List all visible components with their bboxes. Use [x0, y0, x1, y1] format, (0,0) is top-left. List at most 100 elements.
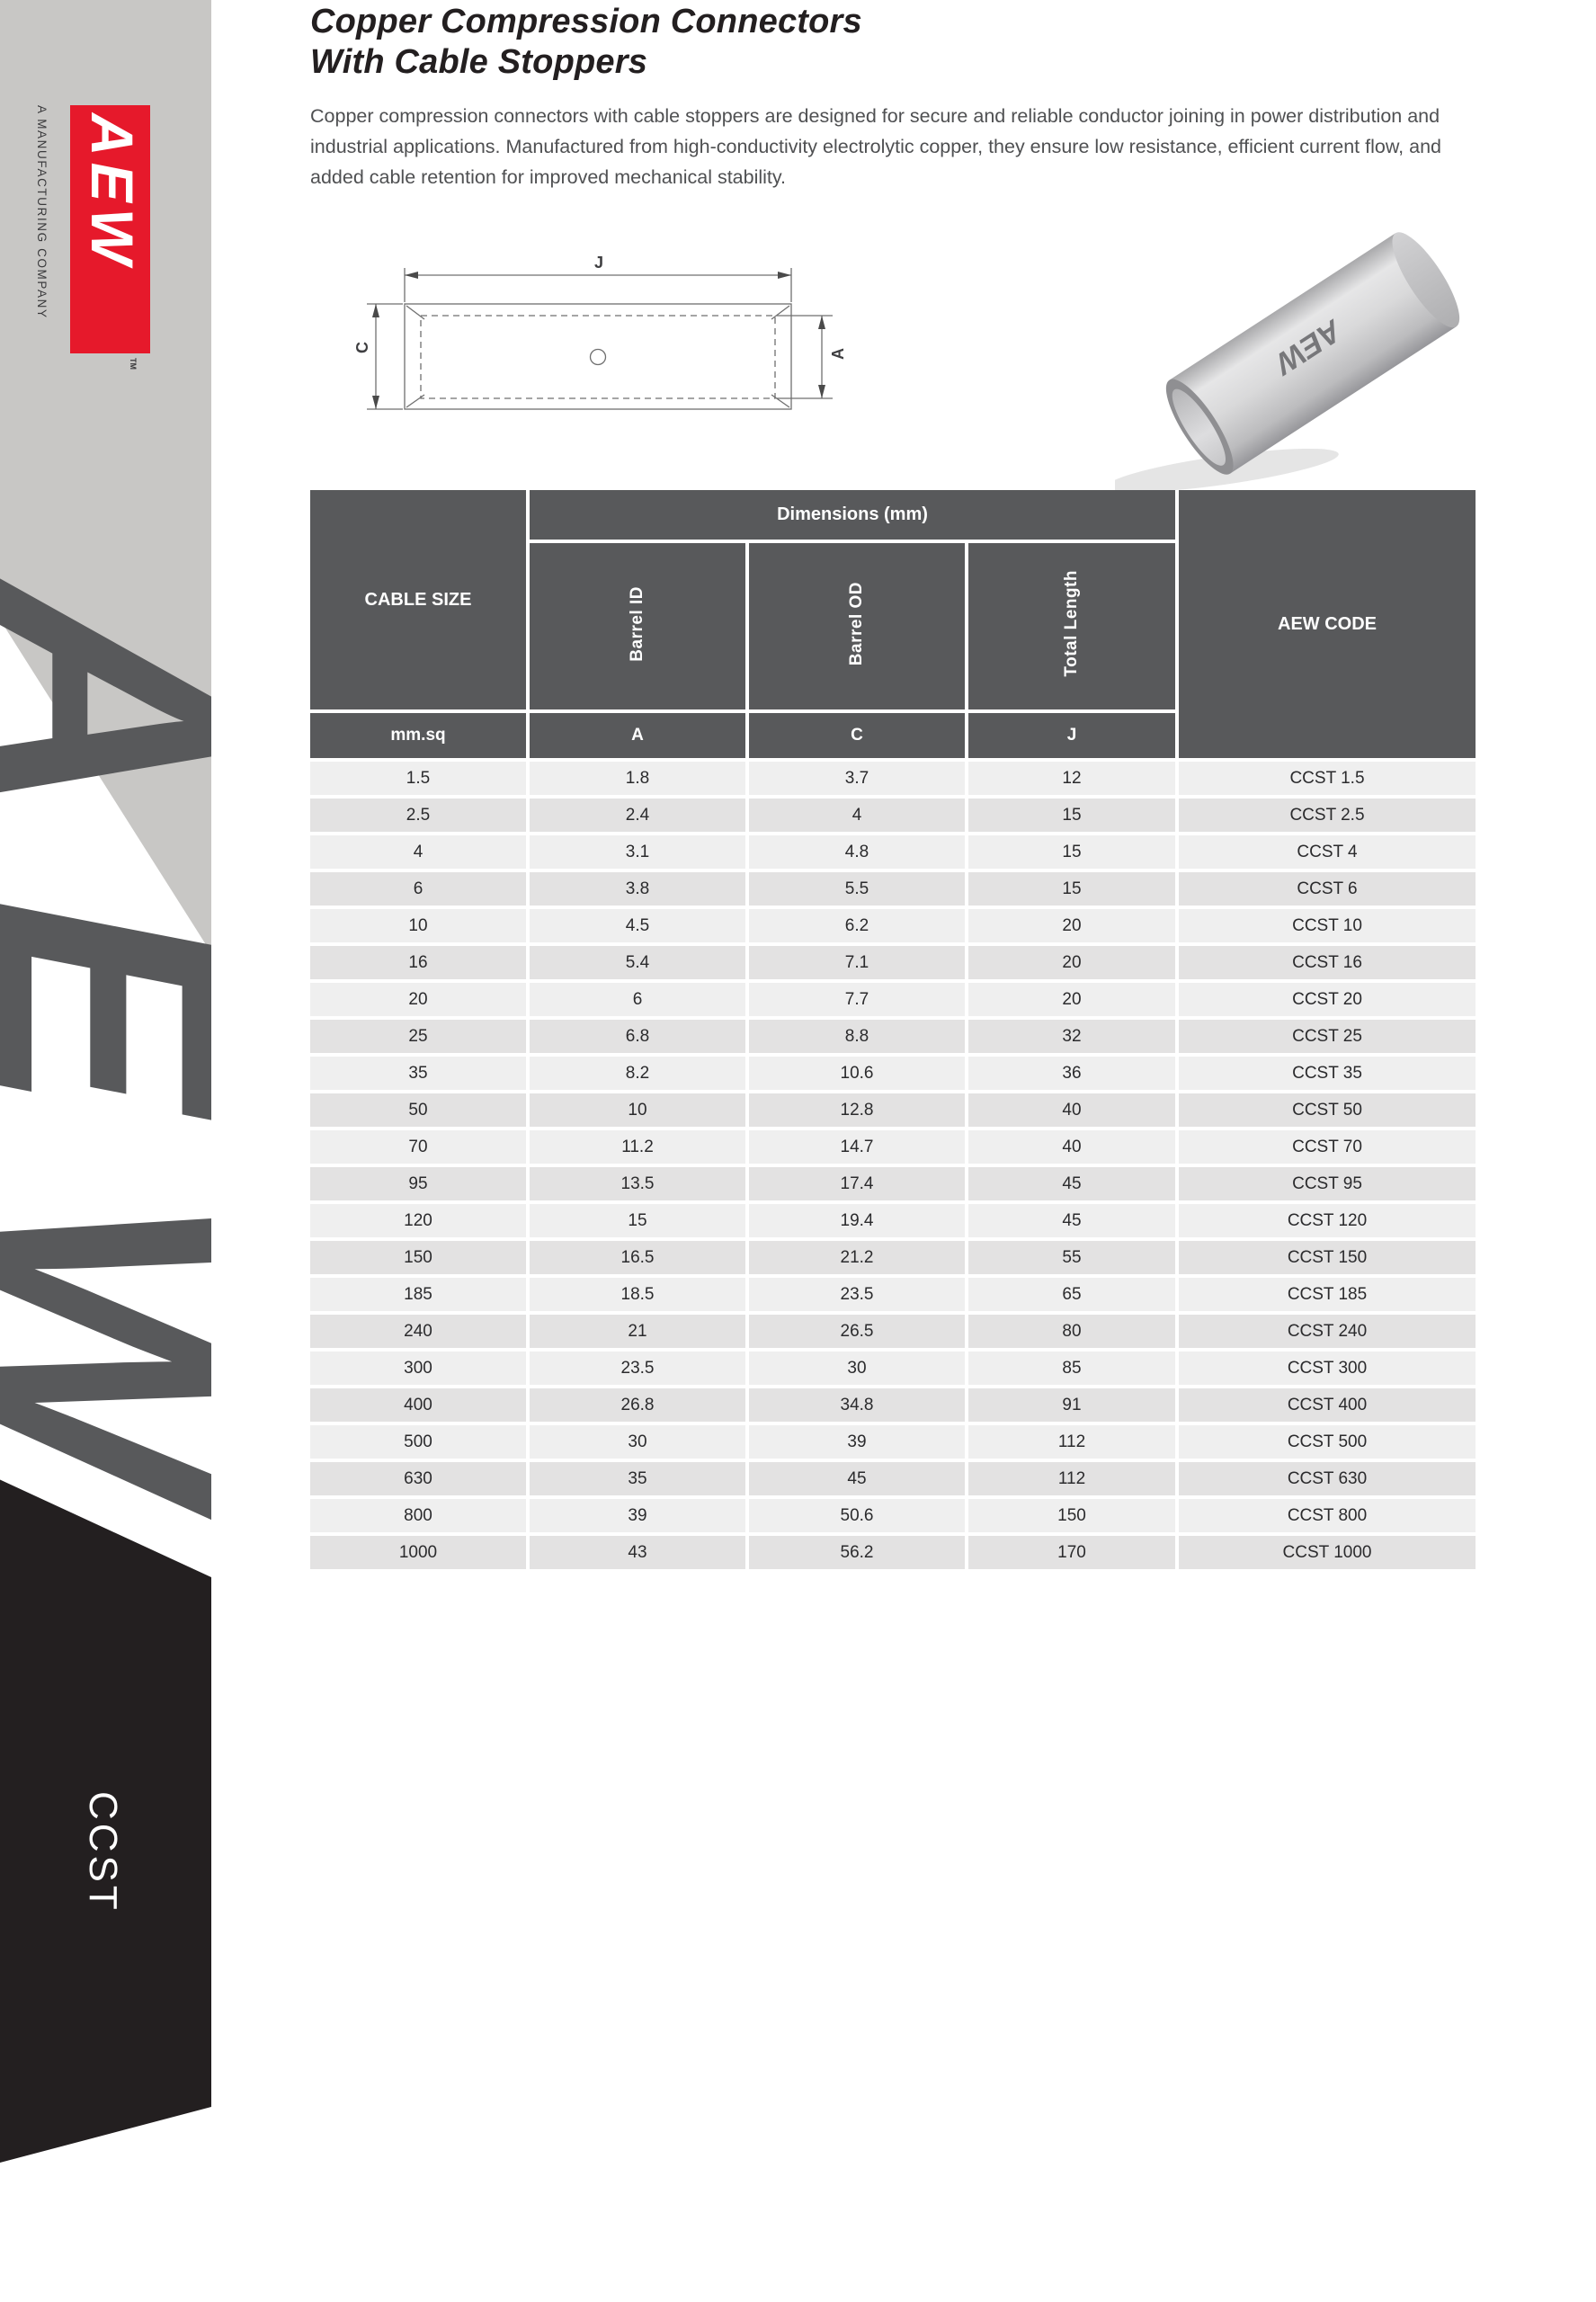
cell-total-length: 40 — [968, 1093, 1175, 1127]
cell-total-length: 40 — [968, 1130, 1175, 1164]
cell-total-length: 36 — [968, 1057, 1175, 1090]
cell-barrel-id: 2.4 — [530, 799, 745, 832]
header-dimensions-group: Dimensions (mm) — [530, 490, 1175, 540]
cell-total-length: 80 — [968, 1315, 1175, 1348]
cell-total-length: 45 — [968, 1167, 1175, 1200]
table-row: 2.5 2.4 4 15 CCST 2.5 — [310, 799, 1476, 832]
cell-total-length: 112 — [968, 1425, 1175, 1459]
sidebar-black-panel: CCST — [0, 1479, 211, 2163]
cell-cable-size: 400 — [310, 1388, 526, 1422]
cell-total-length: 45 — [968, 1204, 1175, 1237]
table-row: 16 5.4 7.1 20 CCST 16 — [310, 946, 1476, 979]
cell-aew-code: CCST 240 — [1179, 1315, 1476, 1348]
cell-aew-code: CCST 2.5 — [1179, 799, 1476, 832]
header-total-length-label: Total Length — [1062, 570, 1081, 677]
cell-total-length: 20 — [968, 909, 1175, 942]
cell-barrel-od: 10.6 — [749, 1057, 965, 1090]
cell-cable-size: 25 — [310, 1020, 526, 1053]
cell-total-length: 15 — [968, 799, 1175, 832]
table-row: 630 35 45 112 CCST 630 — [310, 1462, 1476, 1495]
cell-total-length: 32 — [968, 1020, 1175, 1053]
header-barrel-id: Barrel ID — [530, 543, 745, 709]
cell-cable-size: 2.5 — [310, 799, 526, 832]
cell-barrel-od: 45 — [749, 1462, 965, 1495]
cell-barrel-id: 21 — [530, 1315, 745, 1348]
cell-barrel-od: 3.7 — [749, 762, 965, 795]
aew-logo: AEW — [70, 105, 150, 353]
cell-barrel-id: 6 — [530, 983, 745, 1016]
table-row: 4 3.1 4.8 15 CCST 4 — [310, 835, 1476, 869]
cell-aew-code: CCST 16 — [1179, 946, 1476, 979]
cell-aew-code: CCST 500 — [1179, 1425, 1476, 1459]
cell-aew-code: CCST 120 — [1179, 1204, 1476, 1237]
table-row: 70 11.2 14.7 40 CCST 70 — [310, 1130, 1476, 1164]
cell-cable-size: 500 — [310, 1425, 526, 1459]
cell-total-length: 15 — [968, 835, 1175, 869]
cell-barrel-od: 7.1 — [749, 946, 965, 979]
header-barrel-od-label: Barrel OD — [847, 581, 866, 666]
cell-barrel-od: 17.4 — [749, 1167, 965, 1200]
cell-barrel-id: 11.2 — [530, 1130, 745, 1164]
cell-cable-size: 120 — [310, 1204, 526, 1237]
cell-cable-size: 70 — [310, 1130, 526, 1164]
cell-total-length: 91 — [968, 1388, 1175, 1422]
dim-label-c: C — [353, 342, 371, 353]
cell-cable-size: 300 — [310, 1352, 526, 1385]
cell-cable-size: 185 — [310, 1278, 526, 1311]
cell-cable-size: 150 — [310, 1241, 526, 1274]
cell-total-length: 150 — [968, 1499, 1175, 1532]
cell-barrel-id: 43 — [530, 1536, 745, 1569]
cell-cable-size: 6 — [310, 872, 526, 906]
cell-aew-code: CCST 70 — [1179, 1130, 1476, 1164]
page-title: Copper Compression Connectors With Cable… — [310, 2, 862, 83]
table-row: 185 18.5 23.5 65 CCST 185 — [310, 1278, 1476, 1311]
table-row: 50 10 12.8 40 CCST 50 — [310, 1093, 1476, 1127]
header-sym-c: C — [749, 713, 965, 758]
table-row: 500 30 39 112 CCST 500 — [310, 1425, 1476, 1459]
dimension-drawing: J C A — [353, 254, 847, 410]
cell-cable-size: 20 — [310, 983, 526, 1016]
cell-barrel-od: 12.8 — [749, 1093, 965, 1127]
cell-aew-code: CCST 20 — [1179, 983, 1476, 1016]
page-title-line1: Copper Compression Connectors — [310, 3, 862, 40]
cell-cable-size: 50 — [310, 1093, 526, 1127]
aew-logo-text: AEW — [79, 113, 146, 271]
cell-cable-size: 1000 — [310, 1536, 526, 1569]
table-row: 1.5 1.8 3.7 12 CCST 1.5 — [310, 762, 1476, 795]
product-description: Copper compression connectors with cable… — [310, 105, 1441, 188]
cell-cable-size: 16 — [310, 946, 526, 979]
header-barrel-id-label: Barrel ID — [628, 585, 646, 662]
cell-barrel-id: 13.5 — [530, 1167, 745, 1200]
cell-cable-size: 95 — [310, 1167, 526, 1200]
cell-aew-code: CCST 630 — [1179, 1462, 1476, 1495]
cell-barrel-id: 4.5 — [530, 909, 745, 942]
header-cable-size: CABLE SIZE — [310, 490, 526, 709]
cell-barrel-od: 7.7 — [749, 983, 965, 1016]
header-aew-code: AEW CODE — [1179, 490, 1476, 758]
cell-cable-size: 1.5 — [310, 762, 526, 795]
cell-barrel-od: 6.2 — [749, 909, 965, 942]
cell-aew-code: CCST 10 — [1179, 909, 1476, 942]
cell-barrel-od: 4 — [749, 799, 965, 832]
cell-barrel-od: 8.8 — [749, 1020, 965, 1053]
header-sym-a: A — [530, 713, 745, 758]
cell-barrel-od: 19.4 — [749, 1204, 965, 1237]
cell-barrel-od: 26.5 — [749, 1315, 965, 1348]
cell-aew-code: CCST 150 — [1179, 1241, 1476, 1274]
header-sym-j: J — [968, 713, 1175, 758]
spec-table: CABLE SIZE Dimensions (mm) AEW CODE Barr… — [307, 486, 1479, 1573]
table-row: 6 3.8 5.5 15 CCST 6 — [310, 872, 1476, 906]
logo-company-text: A MANUFACTURING COMPANY — [35, 105, 49, 319]
page-title-line2: With Cable Stoppers — [310, 42, 648, 81]
cell-barrel-id: 6.8 — [530, 1020, 745, 1053]
cell-aew-code: CCST 50 — [1179, 1093, 1476, 1127]
cell-barrel-id: 26.8 — [530, 1388, 745, 1422]
cell-aew-code: CCST 1.5 — [1179, 762, 1476, 795]
header-barrel-od: Barrel OD — [749, 543, 965, 709]
table-row: 25 6.8 8.8 32 CCST 25 — [310, 1020, 1476, 1053]
cell-cable-size: 10 — [310, 909, 526, 942]
cell-total-length: 170 — [968, 1536, 1175, 1569]
cell-barrel-od: 14.7 — [749, 1130, 965, 1164]
table-row: 400 26.8 34.8 91 CCST 400 — [310, 1388, 1476, 1422]
